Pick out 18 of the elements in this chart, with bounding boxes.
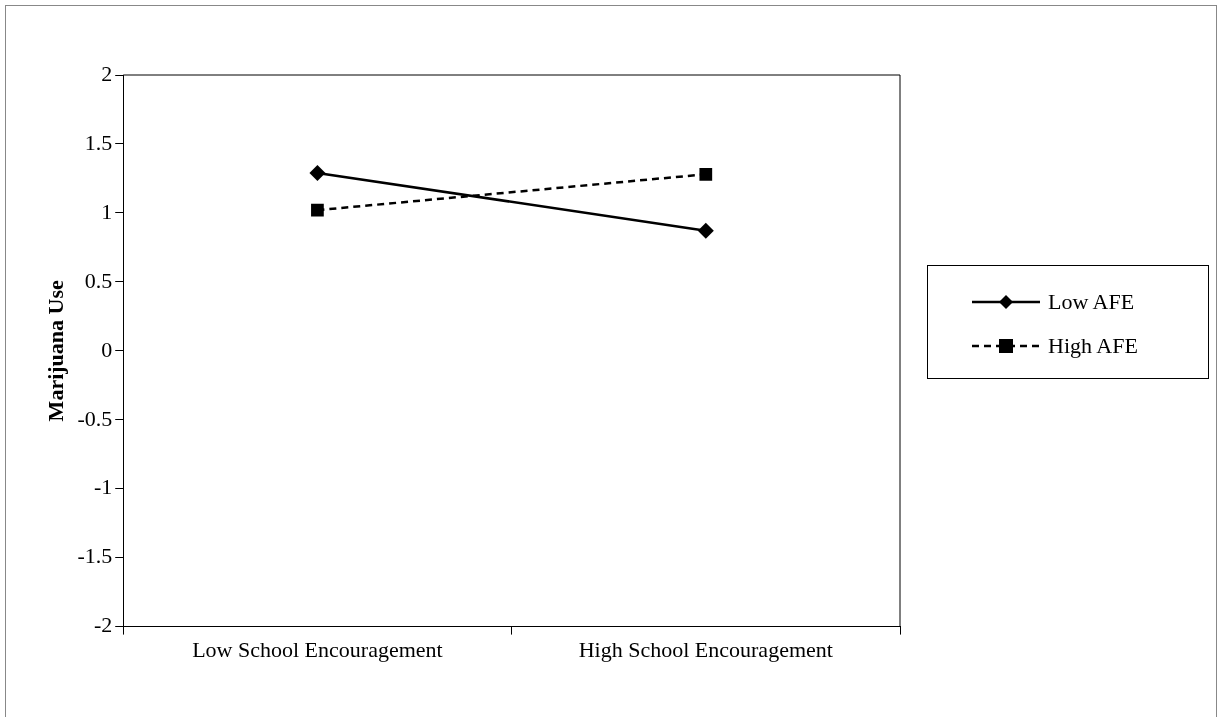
y-tick-label: -1.5 bbox=[77, 543, 113, 569]
y-tick-label: 1.5 bbox=[84, 129, 113, 155]
point bbox=[311, 203, 324, 217]
y-tick-label: 0 bbox=[101, 336, 113, 362]
y-axis-title: Marijuana Use bbox=[42, 279, 68, 422]
legend-label: Low AFE bbox=[1048, 289, 1135, 315]
y-tick-label: -0.5 bbox=[77, 405, 113, 431]
point bbox=[697, 222, 714, 239]
y-tick-label: 1 bbox=[101, 198, 113, 224]
x-tick-label: Low School Encouragement bbox=[192, 636, 443, 662]
y-tick-label: 0.5 bbox=[84, 267, 113, 293]
legend-label: High AFE bbox=[1048, 333, 1138, 359]
point bbox=[309, 164, 326, 181]
x-tick-label: High School Encouragement bbox=[578, 636, 833, 662]
y-tick-label: -2 bbox=[93, 612, 113, 638]
y-tick-label: 2 bbox=[101, 60, 113, 86]
point bbox=[699, 167, 713, 181]
y-tick-label: -1 bbox=[93, 474, 113, 500]
